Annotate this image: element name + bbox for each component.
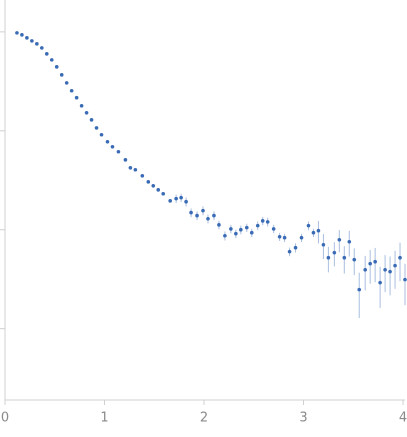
point	[151, 183, 156, 188]
point	[352, 257, 357, 262]
point	[388, 269, 392, 274]
point	[368, 261, 372, 266]
point	[64, 81, 69, 85]
point	[271, 227, 276, 231]
point	[299, 235, 304, 240]
x-tick-label: 0	[1, 411, 9, 426]
point	[74, 95, 79, 100]
point	[249, 230, 254, 235]
point	[332, 250, 337, 255]
point	[195, 213, 199, 218]
point	[398, 255, 402, 260]
point	[378, 280, 382, 285]
point	[110, 145, 115, 149]
point	[306, 223, 311, 228]
point	[347, 239, 352, 244]
x-tick-label: 2	[200, 411, 208, 426]
point	[201, 208, 205, 213]
point	[99, 132, 104, 137]
x-tick-label: 3	[299, 411, 307, 426]
point	[239, 227, 243, 232]
point	[223, 233, 227, 238]
point	[168, 199, 172, 203]
point	[244, 225, 249, 230]
point	[54, 65, 59, 69]
point	[105, 140, 110, 144]
point	[25, 36, 29, 40]
point	[30, 39, 34, 43]
x-tick-label: 1	[100, 411, 108, 426]
point	[373, 259, 377, 264]
point	[84, 111, 89, 115]
point	[311, 230, 316, 235]
point	[20, 33, 24, 37]
point	[15, 31, 19, 35]
point	[212, 213, 216, 218]
point	[89, 118, 94, 122]
point	[156, 188, 161, 192]
point	[161, 191, 166, 196]
point	[116, 149, 121, 154]
x-tick-label: 4	[399, 411, 407, 426]
point	[174, 196, 178, 201]
point	[287, 249, 292, 254]
point	[260, 219, 265, 223]
point	[293, 245, 298, 250]
point	[337, 237, 342, 242]
point	[123, 158, 128, 162]
point	[282, 235, 287, 240]
point	[234, 231, 238, 236]
point	[403, 277, 407, 282]
point	[393, 263, 397, 268]
point	[59, 73, 64, 77]
point	[146, 180, 151, 184]
point	[184, 199, 188, 204]
point	[229, 227, 233, 231]
point	[363, 267, 367, 272]
point	[342, 255, 347, 260]
point	[128, 165, 133, 170]
point	[206, 216, 210, 221]
point	[326, 255, 331, 260]
point	[189, 210, 193, 215]
point	[44, 52, 49, 56]
point	[255, 223, 260, 228]
point	[321, 242, 326, 247]
point	[94, 126, 99, 130]
point	[79, 103, 84, 108]
point	[357, 287, 362, 292]
point	[383, 267, 387, 272]
point	[69, 88, 74, 93]
point	[140, 173, 145, 178]
point	[133, 167, 138, 172]
point	[265, 220, 270, 224]
point	[40, 46, 44, 50]
point	[179, 195, 183, 200]
point	[217, 223, 221, 227]
point	[49, 58, 54, 62]
point	[35, 42, 39, 46]
point	[316, 228, 321, 233]
point	[277, 234, 282, 239]
